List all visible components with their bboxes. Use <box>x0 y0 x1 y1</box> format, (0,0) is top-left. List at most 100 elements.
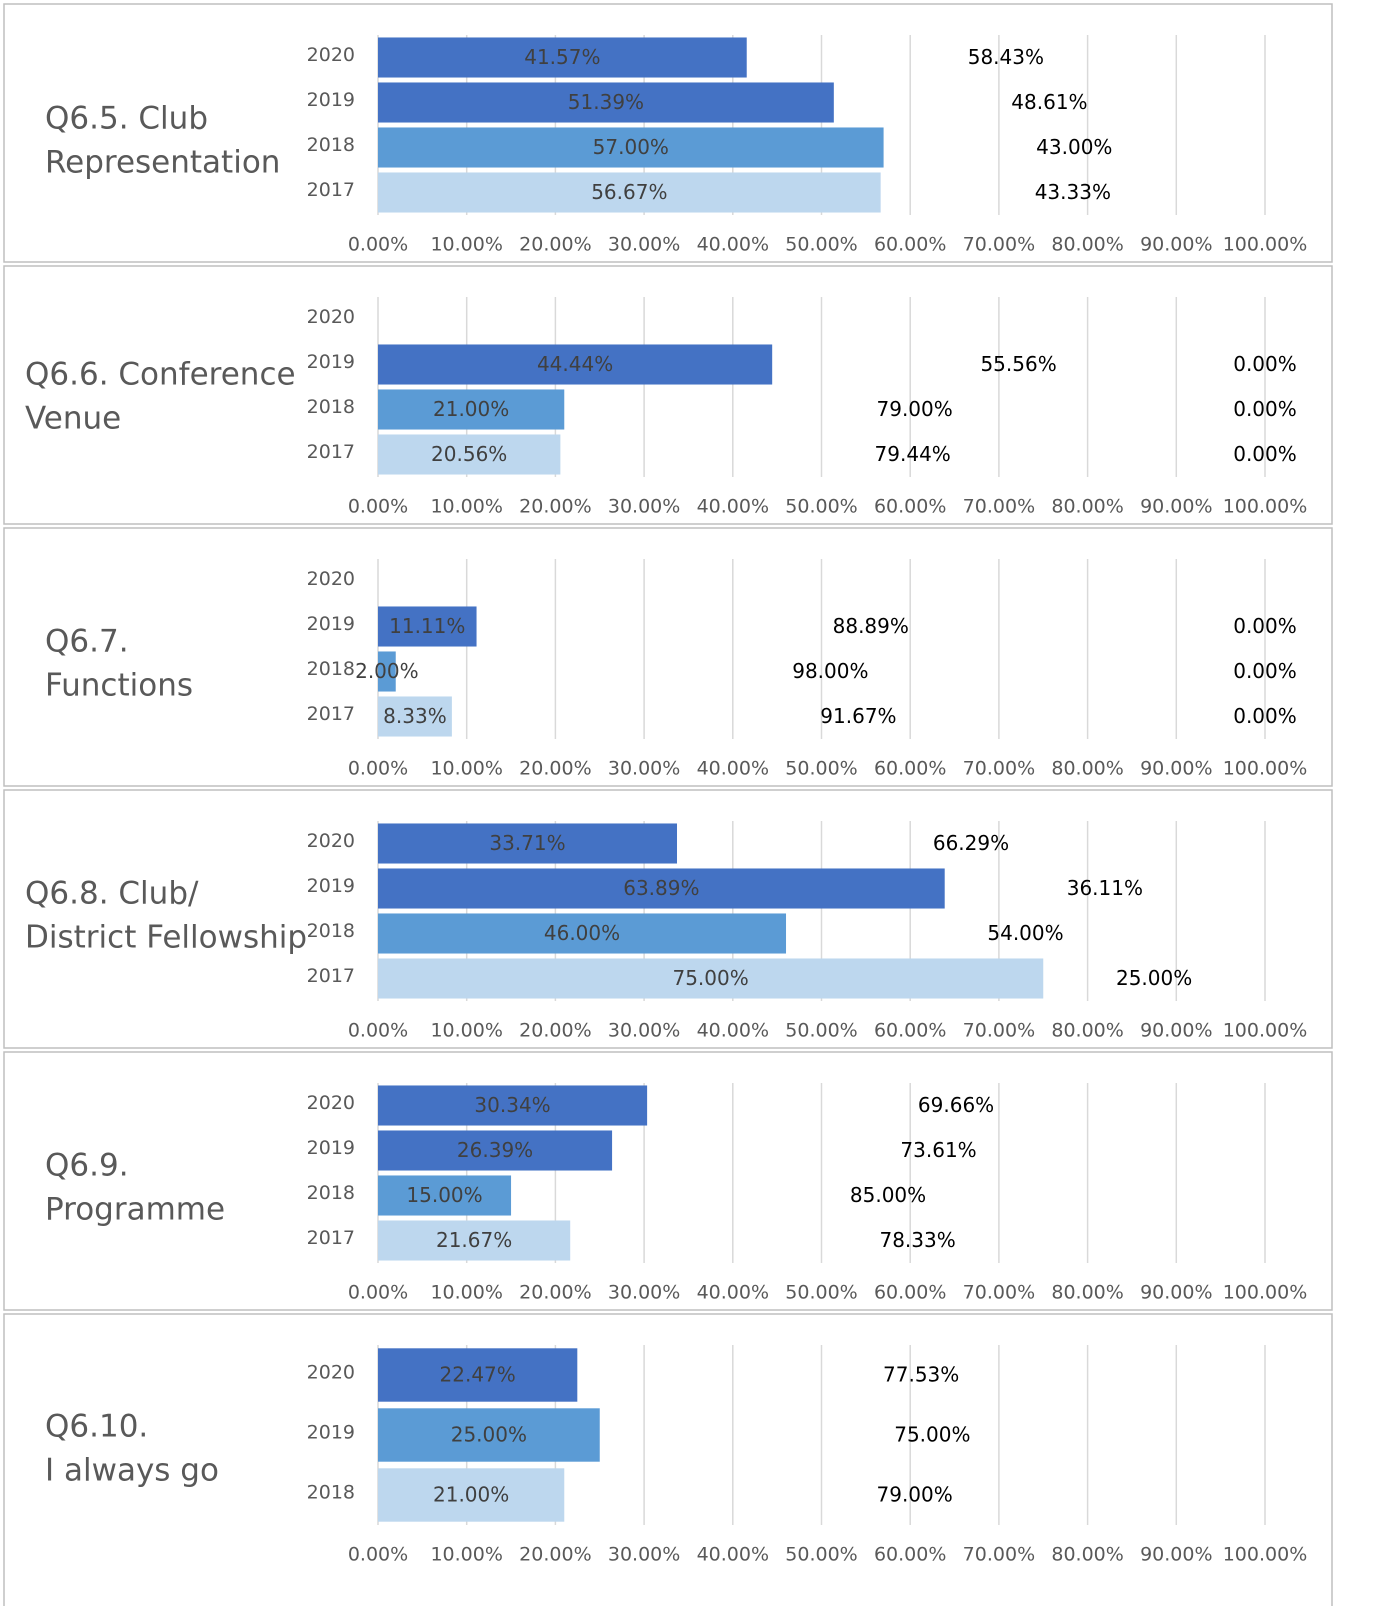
data-label: 0.00% <box>1233 442 1297 466</box>
chart-title: Q6.7. <box>45 624 129 660</box>
data-label: 0.00% <box>1233 704 1297 728</box>
x-tick-label: 20.00% <box>519 234 591 256</box>
bar-segment <box>378 1085 648 1126</box>
bar-segment <box>378 651 396 692</box>
x-tick-label: 20.00% <box>519 1282 591 1304</box>
x-tick-label: 50.00% <box>785 758 857 780</box>
x-tick-label: 70.00% <box>963 496 1035 518</box>
data-label: 98.00% <box>792 659 868 683</box>
x-tick-label: 10.00% <box>430 234 502 256</box>
chart-title: District Fellowship <box>25 920 307 956</box>
y-tick-label: 2019 <box>307 1137 355 1159</box>
chart-title: Q6.6. Conference <box>25 357 296 393</box>
y-tick-label: 2019 <box>307 1422 355 1444</box>
x-tick-label: 100.00% <box>1223 1020 1308 1042</box>
data-label: 11.11% <box>389 614 465 638</box>
x-tick-label: 70.00% <box>963 758 1035 780</box>
bar-segment <box>378 696 452 737</box>
chart-title: Representation <box>45 145 280 181</box>
x-tick-label: 10.00% <box>430 1544 502 1566</box>
x-tick-label: 50.00% <box>785 1282 857 1304</box>
x-tick-label: 0.00% <box>348 758 408 780</box>
x-tick-label: 50.00% <box>785 1544 857 1566</box>
x-tick-label: 50.00% <box>785 1020 857 1042</box>
y-tick-label: 2017 <box>307 179 355 201</box>
x-tick-label: 40.00% <box>697 1544 769 1566</box>
data-label: 54.00% <box>987 921 1063 945</box>
bar-segment <box>378 82 834 123</box>
x-tick-label: 80.00% <box>1051 1020 1123 1042</box>
x-tick-label: 70.00% <box>963 234 1035 256</box>
bar-segment <box>378 389 565 430</box>
x-tick-label: 70.00% <box>963 1282 1035 1304</box>
panel-border <box>3 527 1333 787</box>
x-tick-label: 80.00% <box>1051 1282 1123 1304</box>
x-tick-label: 40.00% <box>697 1282 769 1304</box>
bar-segment <box>378 1220 571 1261</box>
bar-segment <box>378 1130 613 1171</box>
data-label: 22.47% <box>440 1363 516 1387</box>
x-tick-label: 60.00% <box>874 1282 946 1304</box>
data-label: 46.00% <box>544 921 620 945</box>
x-tick-label: 100.00% <box>1223 758 1308 780</box>
panel-border <box>3 265 1333 525</box>
y-tick-label: 2017 <box>307 441 355 463</box>
chart-title: I always go <box>45 1453 219 1489</box>
x-tick-label: 30.00% <box>608 234 680 256</box>
x-tick-label: 70.00% <box>963 1020 1035 1042</box>
data-label: 21.00% <box>433 397 509 421</box>
x-tick-label: 90.00% <box>1140 496 1212 518</box>
x-tick-label: 20.00% <box>519 1544 591 1566</box>
y-tick-label: 2018 <box>307 134 355 156</box>
y-tick-label: 2018 <box>307 1482 355 1504</box>
data-label: 75.00% <box>672 966 748 990</box>
panel-border <box>3 1051 1333 1311</box>
y-tick-label: 2017 <box>307 703 355 725</box>
data-label: 15.00% <box>406 1183 482 1207</box>
data-label: 21.67% <box>436 1228 512 1252</box>
x-tick-label: 20.00% <box>519 758 591 780</box>
chart-title: Functions <box>45 668 193 704</box>
data-label: 25.00% <box>1116 966 1192 990</box>
y-tick-label: 2019 <box>307 89 355 111</box>
bar-segment <box>378 823 678 864</box>
bar-segment <box>378 1468 565 1522</box>
x-tick-label: 30.00% <box>608 496 680 518</box>
y-tick-label: 2019 <box>307 613 355 635</box>
y-tick-label: 2020 <box>307 1362 355 1384</box>
y-tick-label: 2020 <box>307 44 355 66</box>
y-tick-label: 2017 <box>307 965 355 987</box>
data-label: 51.39% <box>568 90 644 114</box>
data-label: 43.33% <box>1035 180 1111 204</box>
bar-segment <box>378 434 561 475</box>
x-tick-label: 100.00% <box>1223 496 1308 518</box>
x-tick-label: 40.00% <box>697 758 769 780</box>
bar-segment <box>378 606 477 647</box>
data-label: 26.39% <box>457 1138 533 1162</box>
x-tick-label: 30.00% <box>608 1282 680 1304</box>
x-tick-label: 90.00% <box>1140 758 1212 780</box>
x-tick-label: 0.00% <box>348 1544 408 1566</box>
x-tick-label: 50.00% <box>785 496 857 518</box>
data-label: 88.89% <box>833 614 909 638</box>
x-tick-label: 0.00% <box>348 234 408 256</box>
panel-border <box>3 789 1333 1049</box>
x-tick-label: 60.00% <box>874 1020 946 1042</box>
x-tick-label: 0.00% <box>348 1282 408 1304</box>
chart-title: Programme <box>45 1192 225 1228</box>
data-label: 73.61% <box>900 1138 976 1162</box>
data-label: 79.00% <box>877 397 953 421</box>
data-label: 55.56% <box>980 352 1056 376</box>
x-tick-label: 60.00% <box>874 234 946 256</box>
x-tick-label: 20.00% <box>519 496 591 518</box>
data-label: 75.00% <box>894 1423 970 1447</box>
x-tick-label: 80.00% <box>1051 1544 1123 1566</box>
data-label: 77.53% <box>883 1363 959 1387</box>
y-tick-label: 2020 <box>307 830 355 852</box>
y-tick-label: 2018 <box>307 1182 355 1204</box>
x-tick-label: 60.00% <box>874 496 946 518</box>
data-label: 2.00% <box>355 659 419 683</box>
y-tick-label: 2020 <box>307 306 355 328</box>
y-tick-label: 2019 <box>307 875 355 897</box>
x-tick-label: 0.00% <box>348 496 408 518</box>
